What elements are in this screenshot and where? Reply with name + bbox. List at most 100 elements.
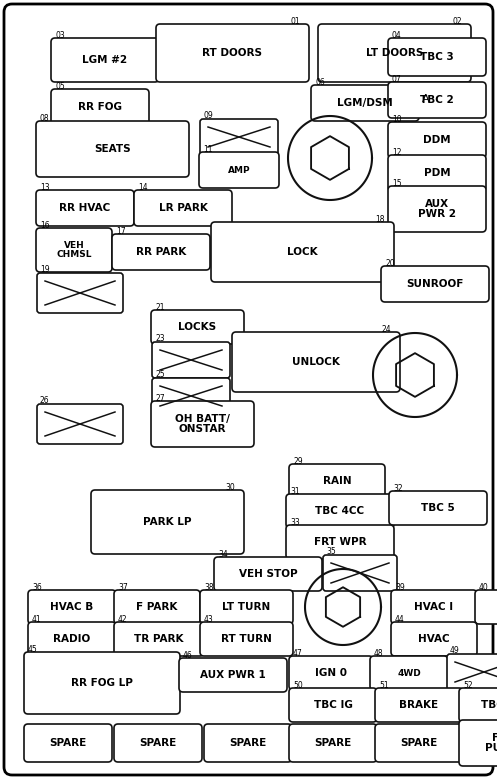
FancyBboxPatch shape (286, 494, 394, 528)
Text: HVAC B: HVAC B (50, 602, 93, 612)
Text: 33: 33 (290, 518, 300, 527)
FancyBboxPatch shape (152, 342, 230, 378)
FancyBboxPatch shape (151, 401, 254, 447)
FancyBboxPatch shape (36, 228, 112, 272)
Text: 44: 44 (395, 615, 405, 624)
Text: 07: 07 (392, 75, 402, 84)
Text: 11: 11 (203, 145, 213, 154)
Text: 49: 49 (450, 646, 460, 655)
FancyBboxPatch shape (91, 490, 244, 554)
Text: AMP: AMP (228, 165, 250, 174)
FancyBboxPatch shape (459, 688, 497, 722)
Text: 39: 39 (395, 583, 405, 592)
FancyBboxPatch shape (391, 622, 477, 656)
Text: TBC 4CC: TBC 4CC (316, 506, 365, 516)
FancyBboxPatch shape (51, 38, 159, 82)
FancyBboxPatch shape (37, 273, 123, 313)
FancyBboxPatch shape (318, 24, 471, 82)
FancyBboxPatch shape (28, 590, 116, 624)
FancyBboxPatch shape (214, 557, 322, 591)
Text: 40: 40 (479, 583, 489, 592)
Text: 06: 06 (315, 78, 325, 87)
Text: 46: 46 (183, 651, 193, 660)
Text: SPARE: SPARE (139, 738, 176, 748)
Text: IGN 0: IGN 0 (315, 668, 347, 678)
FancyBboxPatch shape (289, 724, 377, 762)
Text: SPARE: SPARE (230, 738, 266, 748)
Text: UNLOCK: UNLOCK (292, 357, 340, 367)
Text: 24: 24 (381, 325, 391, 334)
Text: 25: 25 (155, 370, 165, 379)
Text: 15: 15 (392, 179, 402, 188)
Text: 16: 16 (40, 221, 50, 230)
Text: RT DOORS: RT DOORS (202, 48, 262, 58)
Text: F PARK: F PARK (136, 602, 178, 612)
Text: 37: 37 (118, 583, 128, 592)
Text: HVAC: HVAC (418, 634, 450, 644)
Text: 02: 02 (452, 17, 462, 26)
FancyBboxPatch shape (211, 222, 394, 282)
Text: LT TURN: LT TURN (222, 602, 271, 612)
Text: 13: 13 (40, 183, 50, 192)
Text: RADIO: RADIO (53, 634, 90, 644)
FancyBboxPatch shape (323, 555, 397, 591)
FancyBboxPatch shape (36, 190, 134, 226)
Text: LR PARK: LR PARK (159, 203, 207, 213)
Text: 23: 23 (155, 334, 165, 343)
Text: 30: 30 (225, 483, 235, 492)
FancyBboxPatch shape (156, 24, 309, 82)
Text: 17: 17 (116, 227, 126, 236)
FancyBboxPatch shape (152, 378, 230, 414)
Text: 19: 19 (40, 265, 50, 274)
FancyBboxPatch shape (388, 38, 486, 76)
Text: 03: 03 (55, 31, 65, 40)
Text: 26: 26 (40, 396, 50, 405)
Text: LGM/DSM: LGM/DSM (337, 98, 393, 108)
Text: 10: 10 (392, 115, 402, 124)
FancyBboxPatch shape (199, 152, 279, 188)
Text: 04: 04 (392, 31, 402, 40)
FancyBboxPatch shape (24, 652, 180, 714)
FancyBboxPatch shape (391, 590, 477, 624)
Text: 18: 18 (376, 215, 385, 224)
Text: 41: 41 (32, 615, 42, 624)
Text: TBC 3: TBC 3 (420, 52, 454, 62)
Text: BRAKE: BRAKE (400, 700, 438, 710)
FancyBboxPatch shape (388, 122, 486, 158)
Text: 12: 12 (392, 148, 402, 157)
FancyBboxPatch shape (112, 234, 210, 270)
Text: 52: 52 (463, 681, 473, 690)
FancyBboxPatch shape (36, 121, 189, 177)
FancyBboxPatch shape (286, 525, 394, 559)
Text: 38: 38 (204, 583, 214, 592)
Text: 45: 45 (28, 645, 38, 654)
Text: 09: 09 (203, 111, 213, 120)
FancyBboxPatch shape (289, 656, 373, 690)
FancyBboxPatch shape (200, 119, 278, 155)
Text: 50: 50 (293, 681, 303, 690)
Text: 47: 47 (293, 649, 303, 658)
FancyBboxPatch shape (381, 266, 489, 302)
FancyBboxPatch shape (375, 688, 463, 722)
Text: RR FOG: RR FOG (78, 102, 122, 112)
Text: DDM: DDM (423, 135, 451, 145)
FancyBboxPatch shape (388, 186, 486, 232)
FancyBboxPatch shape (114, 724, 202, 762)
Text: FRT WPR: FRT WPR (314, 537, 366, 547)
Text: SPARE: SPARE (401, 738, 438, 748)
FancyBboxPatch shape (204, 724, 292, 762)
FancyBboxPatch shape (51, 89, 149, 125)
FancyBboxPatch shape (389, 491, 487, 525)
Text: LOCK: LOCK (287, 247, 318, 257)
FancyBboxPatch shape (370, 656, 448, 690)
FancyBboxPatch shape (114, 622, 204, 656)
Text: 21: 21 (155, 303, 165, 312)
Text: TR PARK: TR PARK (134, 634, 184, 644)
Text: RR FOG LP: RR FOG LP (71, 678, 133, 688)
Text: 4WD: 4WD (397, 668, 421, 678)
FancyBboxPatch shape (28, 622, 116, 656)
Text: HVAC I: HVAC I (414, 602, 454, 612)
FancyBboxPatch shape (114, 590, 200, 624)
FancyBboxPatch shape (232, 332, 400, 392)
Text: 35: 35 (326, 547, 336, 556)
